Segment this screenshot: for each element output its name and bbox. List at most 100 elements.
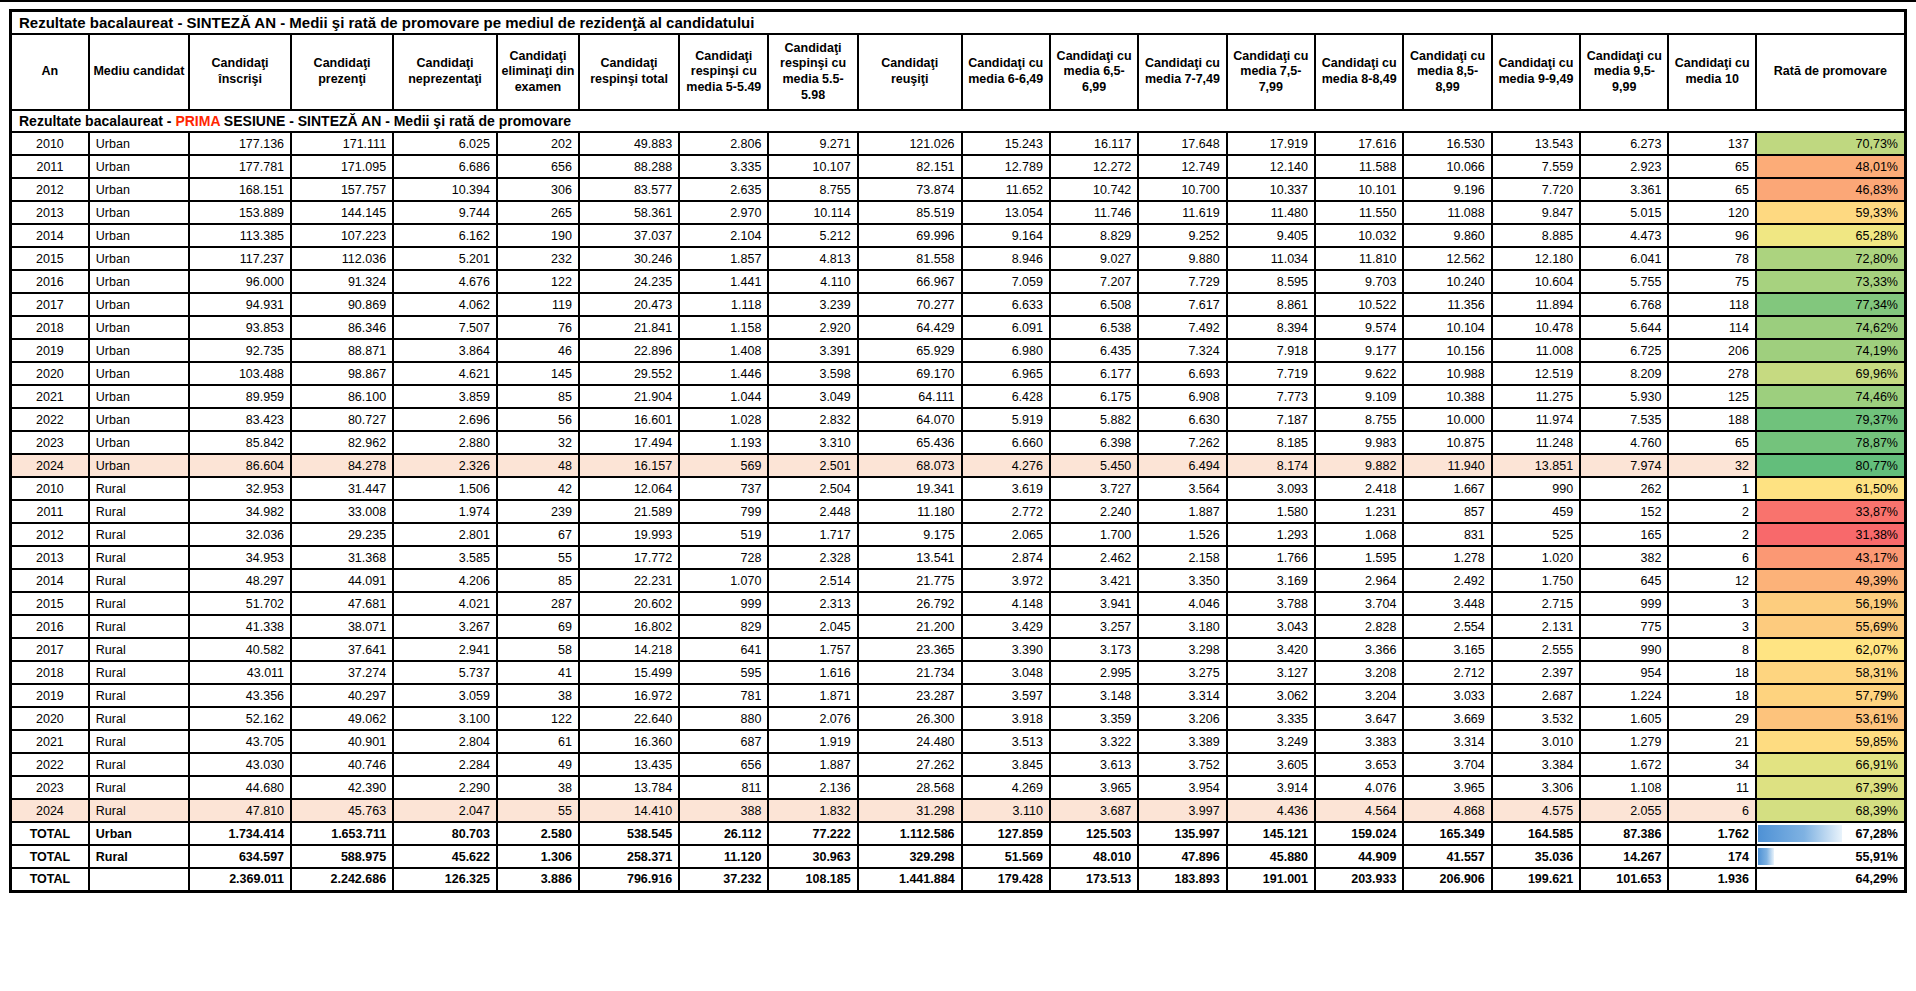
- cell-value-8[interactable]: 70.277: [858, 293, 962, 316]
- cell-value-5[interactable]: 258.371: [579, 845, 679, 868]
- cell-value-9[interactable]: 3.390: [962, 638, 1050, 661]
- cell-value-8[interactable]: 19.341: [858, 477, 962, 500]
- cell-value-17[interactable]: 1: [1668, 477, 1755, 500]
- cell-value-3[interactable]: 10.394: [393, 178, 497, 201]
- cell-value-3[interactable]: 2.804: [393, 730, 497, 753]
- cell-value-5[interactable]: 14.218: [579, 638, 679, 661]
- cell-value-4[interactable]: 32: [497, 431, 579, 454]
- cell-value-3[interactable]: 4.021: [393, 592, 497, 615]
- cell-value-15[interactable]: 11.974: [1492, 408, 1580, 431]
- cell-value-13[interactable]: 9.622: [1315, 362, 1403, 385]
- cell-value-13[interactable]: 203.933: [1315, 868, 1403, 891]
- cell-value-15[interactable]: 2.687: [1492, 684, 1580, 707]
- cell-value-7[interactable]: 30.963: [768, 845, 857, 868]
- cell-value-3[interactable]: 9.744: [393, 201, 497, 224]
- cell-value-1[interactable]: 1.734.414: [189, 822, 291, 845]
- cell-value-2[interactable]: 2.242.686: [291, 868, 393, 891]
- cell-value-12[interactable]: 191.001: [1227, 868, 1315, 891]
- cell-value-11[interactable]: 3.298: [1138, 638, 1226, 661]
- cell-value-17[interactable]: 78: [1668, 247, 1755, 270]
- cell-value-5[interactable]: 17.494: [579, 431, 679, 454]
- cell-value-4[interactable]: 61: [497, 730, 579, 753]
- cell-value-4[interactable]: 69: [497, 615, 579, 638]
- cell-value-5[interactable]: 13.784: [579, 776, 679, 799]
- cell-value-4[interactable]: 3.886: [497, 868, 579, 891]
- cell-value-5[interactable]: 49.883: [579, 132, 679, 155]
- cell-promo-rate[interactable]: 59,85%: [1756, 730, 1906, 753]
- cell-value-16[interactable]: 954: [1580, 661, 1668, 684]
- cell-value-16[interactable]: 3.361: [1580, 178, 1668, 201]
- cell-value-15[interactable]: 7.559: [1492, 155, 1580, 178]
- cell-value-9[interactable]: 3.429: [962, 615, 1050, 638]
- cell-value-11[interactable]: 3.564: [1138, 477, 1226, 500]
- cell-value-12[interactable]: 3.127: [1227, 661, 1315, 684]
- cell-value-14[interactable]: 2.492: [1403, 569, 1491, 592]
- cell-value-1[interactable]: 43.011: [189, 661, 291, 684]
- cell-value-5[interactable]: 16.360: [579, 730, 679, 753]
- cell-value-12[interactable]: 3.605: [1227, 753, 1315, 776]
- cell-value-16[interactable]: 1.279: [1580, 730, 1668, 753]
- cell-value-16[interactable]: 6.768: [1580, 293, 1668, 316]
- cell-mediu[interactable]: Rural: [89, 546, 189, 569]
- cell-mediu[interactable]: Urban: [89, 293, 189, 316]
- cell-value-10[interactable]: 12.272: [1050, 155, 1138, 178]
- cell-value-13[interactable]: 159.024: [1315, 822, 1403, 845]
- cell-value-13[interactable]: 2.828: [1315, 615, 1403, 638]
- cell-value-3[interactable]: 3.864: [393, 339, 497, 362]
- cell-value-2[interactable]: 157.757: [291, 178, 393, 201]
- cell-value-10[interactable]: 3.173: [1050, 638, 1138, 661]
- cell-value-11[interactable]: 7.729: [1138, 270, 1226, 293]
- cell-value-1[interactable]: 83.423: [189, 408, 291, 431]
- cell-value-16[interactable]: 6.041: [1580, 247, 1668, 270]
- cell-value-8[interactable]: 329.298: [858, 845, 962, 868]
- cell-value-13[interactable]: 10.032: [1315, 224, 1403, 247]
- cell-promo-rate[interactable]: 70,73%: [1756, 132, 1906, 155]
- cell-value-7[interactable]: 1.832: [768, 799, 857, 822]
- cell-value-4[interactable]: 38: [497, 684, 579, 707]
- cell-value-11[interactable]: 9.252: [1138, 224, 1226, 247]
- cell-value-7[interactable]: 10.107: [768, 155, 857, 178]
- cell-value-5[interactable]: 83.577: [579, 178, 679, 201]
- cell-value-7[interactable]: 3.239: [768, 293, 857, 316]
- cell-mediu[interactable]: Urban: [89, 822, 189, 845]
- cell-value-14[interactable]: 3.314: [1403, 730, 1491, 753]
- column-header-3[interactable]: Candidaţi înscrişi: [189, 34, 291, 110]
- cell-value-14[interactable]: 1.278: [1403, 546, 1491, 569]
- cell-value-12[interactable]: 45.880: [1227, 845, 1315, 868]
- cell-value-11[interactable]: 183.893: [1138, 868, 1226, 891]
- cell-value-13[interactable]: 3.366: [1315, 638, 1403, 661]
- cell-value-17[interactable]: 6: [1668, 799, 1755, 822]
- cell-value-4[interactable]: 38: [497, 776, 579, 799]
- cell-value-12[interactable]: 11.480: [1227, 201, 1315, 224]
- cell-value-4[interactable]: 287: [497, 592, 579, 615]
- cell-value-12[interactable]: 7.918: [1227, 339, 1315, 362]
- cell-value-15[interactable]: 1.750: [1492, 569, 1580, 592]
- cell-value-17[interactable]: 21: [1668, 730, 1755, 753]
- cell-value-2[interactable]: 29.235: [291, 523, 393, 546]
- cell-value-15[interactable]: 2.715: [1492, 592, 1580, 615]
- cell-value-8[interactable]: 121.026: [858, 132, 962, 155]
- cell-value-15[interactable]: 8.885: [1492, 224, 1580, 247]
- cell-value-3[interactable]: 4.676: [393, 270, 497, 293]
- cell-value-10[interactable]: 48.010: [1050, 845, 1138, 868]
- cell-value-14[interactable]: 3.033: [1403, 684, 1491, 707]
- cell-value-8[interactable]: 21.734: [858, 661, 962, 684]
- cell-value-12[interactable]: 11.034: [1227, 247, 1315, 270]
- cell-mediu[interactable]: Rural: [89, 707, 189, 730]
- cell-value-6[interactable]: 2.806: [679, 132, 768, 155]
- cell-value-6[interactable]: 2.635: [679, 178, 768, 201]
- column-header-12[interactable]: Candidaţi cu media 6,5-6,99: [1050, 34, 1138, 110]
- cell-value-9[interactable]: 2.772: [962, 500, 1050, 523]
- cell-mediu[interactable]: Urban: [89, 316, 189, 339]
- column-header-4[interactable]: Candidaţi prezenţi: [291, 34, 393, 110]
- cell-value-4[interactable]: 48: [497, 454, 579, 477]
- cell-value-16[interactable]: 4.473: [1580, 224, 1668, 247]
- cell-value-3[interactable]: 3.059: [393, 684, 497, 707]
- cell-value-3[interactable]: 4.621: [393, 362, 497, 385]
- cell-year[interactable]: 2015: [11, 247, 89, 270]
- cell-value-8[interactable]: 81.558: [858, 247, 962, 270]
- cell-value-1[interactable]: 43.356: [189, 684, 291, 707]
- cell-value-16[interactable]: 262: [1580, 477, 1668, 500]
- cell-value-10[interactable]: 2.995: [1050, 661, 1138, 684]
- session-subtitle[interactable]: Rezultate bacalaureat - PRIMA SESIUNE - …: [11, 110, 1906, 132]
